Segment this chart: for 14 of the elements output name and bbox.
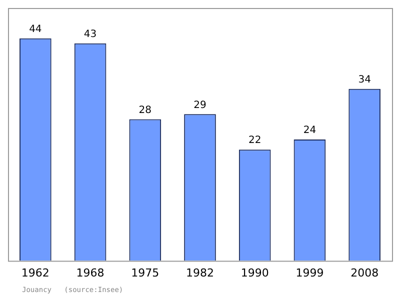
data-label: 29 xyxy=(194,100,206,111)
data-label: 43 xyxy=(84,28,97,40)
x-tick-label: 2008 xyxy=(350,266,379,280)
x-tick-label: 1968 xyxy=(76,266,104,280)
data-label: 24 xyxy=(303,125,316,136)
data-label: 34 xyxy=(358,74,371,86)
data-label: 22 xyxy=(248,135,262,146)
x-tick-label: 1962 xyxy=(21,266,50,280)
x-tick-label: 1982 xyxy=(186,266,214,280)
x-tick-label: 1999 xyxy=(296,266,324,280)
data-label: 44 xyxy=(29,24,42,35)
x-tick-label: 1990 xyxy=(240,266,269,280)
x-tick-label: 1975 xyxy=(131,266,160,280)
data-label: 28 xyxy=(138,104,152,116)
